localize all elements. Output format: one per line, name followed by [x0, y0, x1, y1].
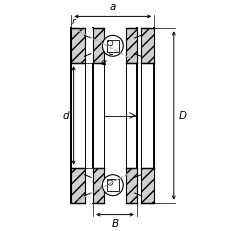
Polygon shape — [141, 28, 153, 63]
Circle shape — [107, 180, 112, 185]
Polygon shape — [71, 28, 84, 63]
Polygon shape — [141, 168, 153, 203]
Text: α: α — [101, 58, 106, 67]
Polygon shape — [104, 28, 125, 63]
Circle shape — [107, 41, 112, 46]
Text: d: d — [62, 110, 68, 121]
Polygon shape — [125, 168, 136, 203]
Polygon shape — [104, 168, 125, 203]
Text: a: a — [109, 2, 115, 12]
Circle shape — [102, 175, 123, 196]
Text: B: B — [111, 219, 118, 229]
Text: D: D — [178, 110, 186, 121]
Text: r: r — [72, 17, 75, 26]
Polygon shape — [84, 28, 141, 63]
Circle shape — [102, 35, 123, 56]
Polygon shape — [93, 168, 104, 203]
Polygon shape — [125, 28, 136, 63]
Polygon shape — [84, 168, 141, 203]
Polygon shape — [71, 168, 84, 203]
Polygon shape — [93, 28, 104, 63]
